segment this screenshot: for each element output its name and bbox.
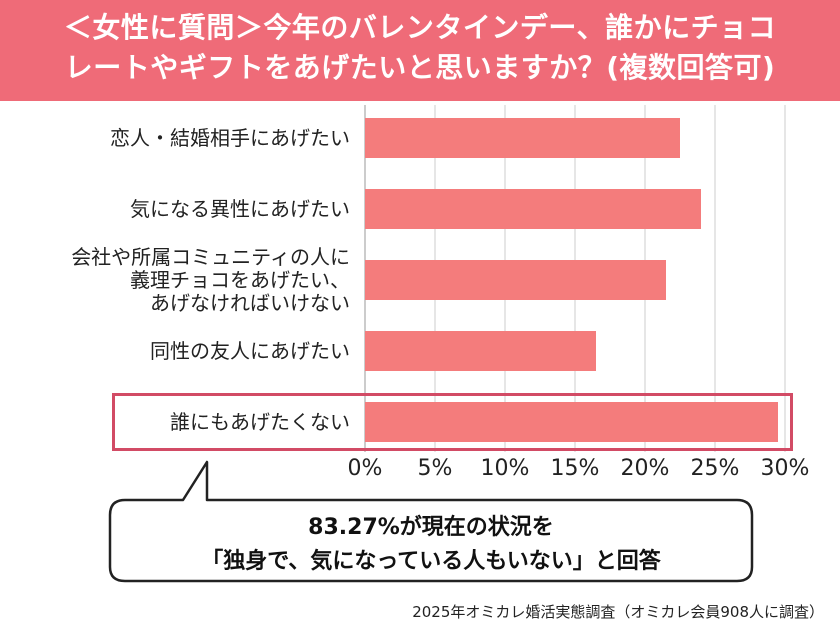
bar	[365, 118, 680, 158]
category-label: 会社や所属コミュニティの人に 義理チョコをあげたい、 あげなければいけない	[20, 244, 350, 315]
category-label-line: 誰にもあげたくない	[170, 409, 350, 434]
bars	[365, 118, 778, 442]
bar-chart	[108, 105, 786, 583]
x-tick-label: 30%	[760, 456, 810, 481]
source-note: 2025年オミカレ婚活実態調査（オミカレ会員908人に調査）	[412, 603, 824, 621]
chart-title-banner: ＜女性に質問＞今年のバレンタインデー、誰かにチョコ レートやギフトをあげたいと思…	[0, 0, 840, 101]
x-tick-label: 15%	[550, 456, 600, 481]
bar	[365, 331, 596, 371]
category-label-line: 会社や所属コミュニティの人に	[71, 244, 350, 269]
bar	[365, 189, 701, 229]
callout-bubble-shape	[108, 460, 754, 583]
highlight-box	[112, 393, 793, 451]
category-label: 気になる異性にあげたい	[20, 196, 350, 221]
x-tick-label: 25%	[690, 456, 740, 481]
x-tick-label: 10%	[480, 456, 530, 481]
bar	[365, 260, 666, 300]
x-tick-label: 5%	[417, 456, 453, 481]
callout-line-1: 83.27%が現在の状況を	[308, 515, 554, 540]
x-tick-label: 20%	[620, 456, 670, 481]
callout-bubble	[108, 460, 754, 583]
category-label-line: 気になる異性にあげたい	[130, 196, 350, 221]
category-label: 同性の友人にあげたい	[20, 338, 350, 363]
category-label-line: あげなければいけない	[150, 290, 350, 315]
x-tick-label: 0%	[347, 456, 383, 481]
category-label-line: 同性の友人にあげたい	[150, 338, 350, 363]
category-label-line: 義理チョコをあげたい、	[130, 267, 350, 292]
category-label: 恋人・結婚相手にあげたい	[20, 125, 350, 150]
chart-title-line-1: ＜女性に質問＞今年のバレンタインデー、誰かにチョコ	[63, 11, 777, 44]
callout-line-2: 「独身で、気になっている人もいない」と回答	[201, 549, 661, 574]
category-label-line: 恋人・結婚相手にあげたい	[110, 125, 350, 150]
bar	[365, 402, 778, 442]
chart-title-line-2: レートやギフトをあげたいと思いますか？(複数回答可)	[64, 51, 776, 84]
category-label: 誰にもあげたくない	[20, 409, 350, 434]
